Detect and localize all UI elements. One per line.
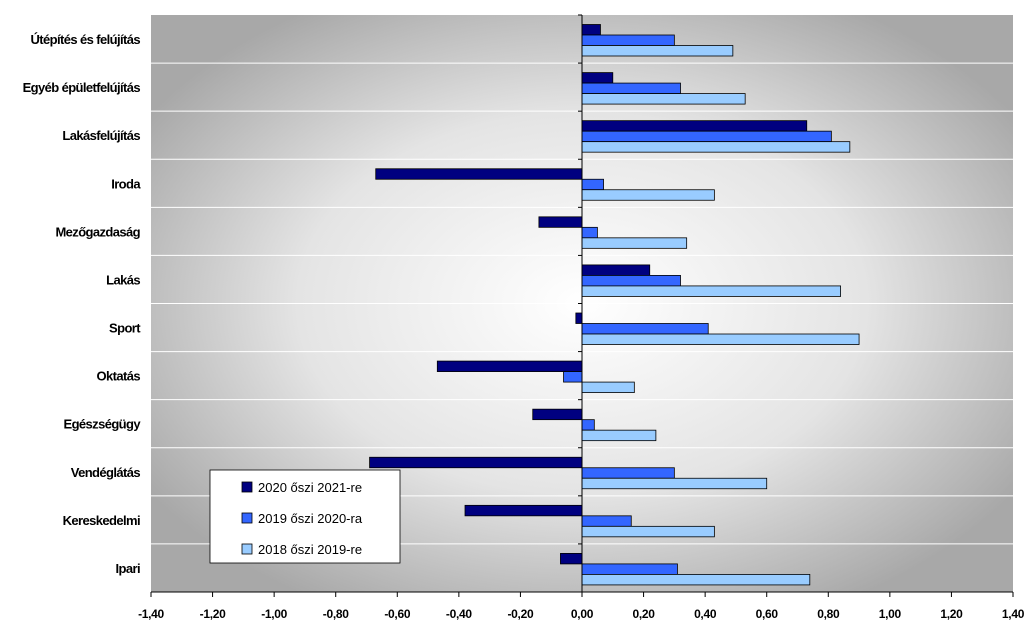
bar [581,72,614,84]
category-labels: Útépítés és felújítás Egyéb épületfelújít… [23,32,142,576]
bar [581,141,851,153]
bar [581,467,675,479]
bar [581,178,604,191]
bar [581,333,860,345]
category-label: Egészségügy [64,417,142,432]
bar [581,525,715,538]
x-tick-label: -1,20 [200,607,226,621]
bar [575,312,583,324]
category-label: Oktatás [97,369,141,384]
bar [581,189,715,201]
x-tick-label: -0,60 [384,607,410,621]
bar [560,553,583,565]
x-tick-label: 1,20 [940,607,963,621]
x-tick-label: -0,80 [323,607,349,621]
x-tick-label: -0,20 [507,607,533,621]
x-tick-label: 1,40 [1002,607,1025,621]
category-label: Útépítés és felújítás [31,32,141,47]
x-tick-label: -1,40 [138,607,164,621]
x-tick-label: 0,60 [756,607,779,621]
legend-swatch [241,543,253,555]
bar [436,360,583,372]
bar [369,456,583,469]
bar [532,408,583,421]
x-tick-labels: -1,40 -1,20 -1,00 -0,80 -0,60 -0,40 -0,20 0,00 0… [138,592,1025,621]
bar [538,216,583,228]
category-label: Ipari [116,561,140,576]
bar [581,24,601,36]
bar [581,574,811,586]
bar [581,237,688,249]
category-label: Sport [109,321,141,336]
bar [581,515,632,527]
legend-label: 2020 őszi 2021-re [258,480,362,495]
legend: 2020 őszi 2021-re 2019 őszi 2020-ra 2018 ő… [209,469,401,564]
x-tick-label: 0,40 [694,607,717,621]
bar [581,82,681,94]
category-label: Egyéb épületfelújítás [23,80,141,95]
x-tick-label: 0,00 [571,607,594,621]
legend-label: 2019 őszi 2020-ra [258,511,363,526]
bar [581,323,709,335]
bar [581,381,635,393]
bar [581,120,808,132]
bar [581,477,768,490]
bar [581,34,675,46]
legend-swatch [241,512,253,524]
x-tick-label: 0,80 [817,607,840,621]
category-label: Kereskedelmi [63,513,140,528]
x-tick-label: -0,40 [446,607,472,621]
category-label: Vendéglátás [71,465,141,480]
category-label: Mezőgazdaság [55,224,140,239]
bar [563,371,583,383]
bar [581,93,746,105]
legend-label: 2018 őszi 2019-re [258,542,362,557]
x-tick-label: 1,00 [879,607,902,621]
bar [581,429,657,442]
bar [581,264,651,276]
category-label: Lakásfelújítás [62,128,140,143]
bar [581,226,598,239]
bar [375,168,583,180]
category-label: Iroda [111,176,141,191]
bar [464,504,583,517]
bar [581,563,678,575]
category-label: Lakás [106,272,140,287]
bar [581,275,681,287]
bar [581,45,734,57]
x-tick-label: 0,20 [632,607,655,621]
bar [581,419,595,431]
legend-swatch [241,481,253,493]
bar [581,130,832,143]
bar [581,285,842,297]
x-tick-label: -1,00 [261,607,287,621]
